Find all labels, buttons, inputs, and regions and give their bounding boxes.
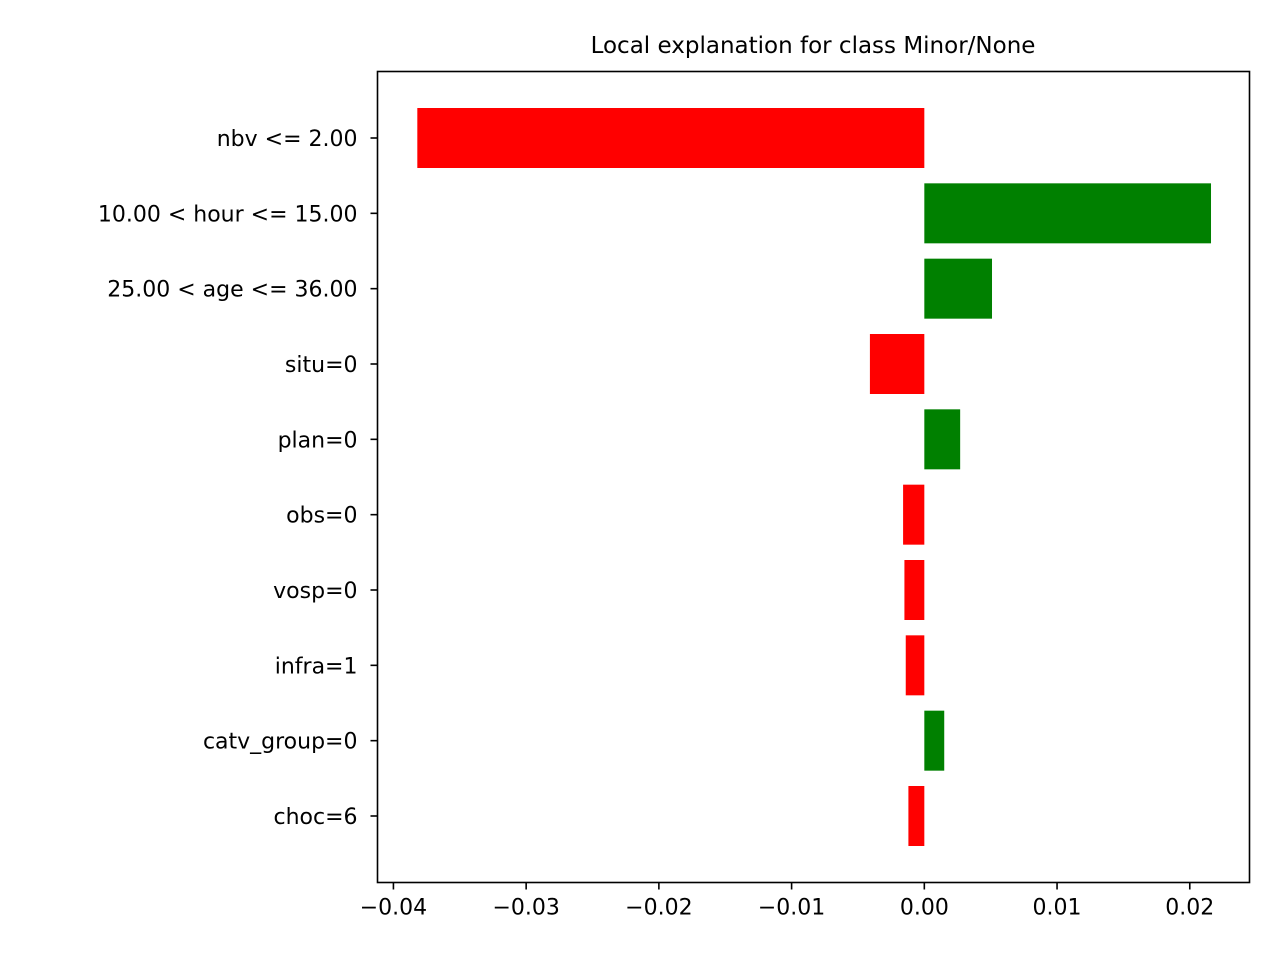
- y-tick-label: plan=0: [278, 428, 358, 453]
- x-tick-label: 0.00: [900, 896, 949, 921]
- y-tick-label: infra=1: [275, 654, 358, 679]
- y-tick-label: catv_group=0: [203, 730, 358, 755]
- bar: [924, 710, 945, 771]
- x-tick-label: −0.02: [625, 896, 692, 921]
- y-tick-label: nbv <= 2.00: [217, 127, 358, 152]
- bar: [924, 258, 993, 319]
- y-tick-label: 10.00 < hour <= 15.00: [98, 202, 358, 227]
- bar: [924, 183, 1212, 244]
- bars-layer: [417, 108, 1212, 846]
- bar: [904, 560, 925, 620]
- bar: [924, 409, 961, 470]
- x-tick-label: 0.02: [1165, 896, 1214, 921]
- y-tick-label: choc=6: [273, 805, 357, 830]
- y-tick-label: vosp=0: [273, 579, 357, 604]
- bar: [905, 635, 925, 696]
- plot-frame: [376, 70, 1251, 884]
- x-axis: −0.04 −0.03 −0.02 −0.01 0.00 0.01 0.02: [360, 882, 1214, 921]
- y-tick-label: situ=0: [285, 353, 358, 378]
- x-tick-label: −0.01: [758, 896, 825, 921]
- chart-title: Local explanation for class Minor/None: [591, 33, 1036, 59]
- y-axis: nbv <= 2.00 10.00 < hour <= 15.00 25.00 < …: [98, 127, 378, 830]
- y-tick-label: 25.00 < age <= 36.00: [107, 278, 357, 303]
- x-tick-label: −0.03: [492, 896, 559, 921]
- y-tick-label: obs=0: [286, 504, 357, 529]
- x-tick-label: 0.01: [1033, 896, 1082, 921]
- bar: [908, 786, 925, 846]
- bar: [417, 108, 925, 168]
- x-tick-label: −0.04: [360, 896, 427, 921]
- bar: [869, 334, 925, 394]
- bar: [903, 484, 925, 545]
